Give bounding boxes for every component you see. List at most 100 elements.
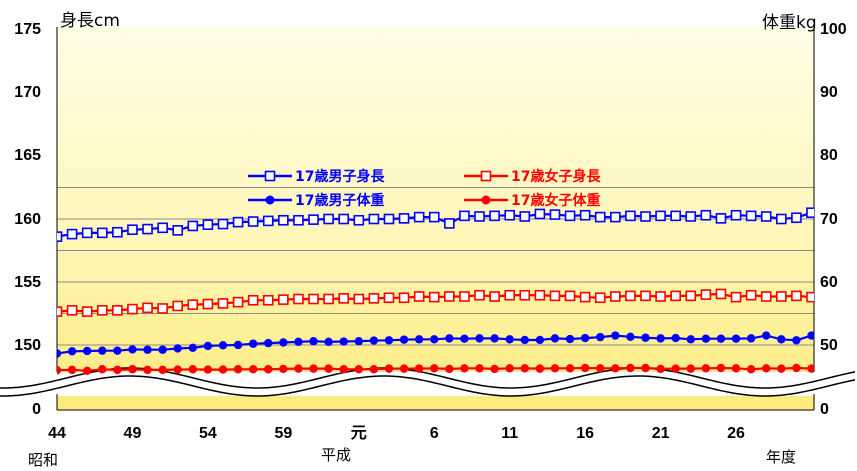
data-point [806, 291, 814, 303]
data-point [66, 228, 78, 240]
legend-marker [264, 170, 276, 182]
data-point [338, 213, 350, 225]
data-point [142, 223, 153, 235]
data-point [294, 364, 303, 373]
left-axis-tick-label: 165 [14, 147, 41, 164]
left-axis-tick-label: 150 [14, 337, 41, 354]
data-point [262, 294, 274, 306]
data-point [520, 364, 529, 373]
data-point [217, 298, 229, 309]
data-point [807, 331, 814, 340]
left-axis-tick-label: 155 [14, 274, 41, 291]
data-point [656, 364, 665, 374]
data-point [655, 291, 666, 302]
data-point [671, 333, 680, 343]
data-point [776, 291, 787, 302]
data-point [596, 332, 605, 342]
data-point [339, 337, 348, 346]
data-point [128, 345, 137, 354]
legend-marker [265, 195, 275, 205]
data-point [700, 289, 712, 300]
data-point [565, 364, 575, 373]
data-point [383, 292, 395, 304]
data-point [128, 365, 137, 374]
data-point [143, 345, 152, 354]
data-point [98, 365, 107, 374]
data-point [158, 365, 167, 375]
data-point [354, 365, 363, 374]
data-point [700, 209, 712, 221]
data-point [594, 211, 606, 223]
data-point [445, 364, 454, 374]
data-point [670, 210, 681, 222]
data-point [66, 305, 78, 316]
left-axis-tick-label: 160 [14, 211, 41, 228]
fiscal-year-label: 年度 [766, 448, 797, 466]
data-point [580, 363, 590, 373]
data-point [202, 298, 214, 310]
data-point [143, 365, 152, 375]
data-point [353, 214, 365, 226]
data-point [384, 336, 394, 345]
data-point [247, 216, 259, 227]
data-point [760, 291, 772, 302]
right-axis-tick-label: 60 [820, 274, 838, 291]
data-point [444, 291, 455, 302]
data-point [610, 211, 621, 223]
data-point [248, 339, 258, 348]
data-point [339, 365, 348, 374]
data-point [173, 365, 182, 374]
data-point [57, 366, 62, 375]
data-point [474, 211, 485, 222]
data-point [535, 364, 545, 373]
data-point [142, 302, 153, 314]
break-wave-upper [0, 367, 856, 389]
data-point [655, 210, 666, 222]
data-point [368, 293, 380, 304]
data-point [610, 291, 621, 302]
legend-marker [481, 195, 491, 205]
data-point [641, 333, 650, 342]
data-point [671, 364, 680, 373]
data-point [596, 364, 605, 373]
data-point [172, 225, 184, 236]
data-point [248, 365, 258, 374]
data-point [264, 365, 273, 374]
data-point [730, 209, 742, 221]
data-point [549, 209, 561, 220]
data-point [731, 364, 741, 373]
data-point [611, 331, 620, 340]
era-label-heisei: 平成 [321, 446, 352, 464]
legend-entry: 17歳女子体重 [464, 192, 600, 209]
left-axis-unit-label: 身長cm [60, 11, 120, 31]
legend-entry: 17歳男子身長 [248, 168, 385, 185]
data-point [399, 364, 409, 373]
data-point [490, 334, 499, 343]
data-point [82, 346, 92, 356]
x-axis-tick-label: 54 [199, 425, 217, 442]
data-point [233, 340, 243, 350]
right-axis-tick-label: 80 [820, 147, 838, 164]
x-axis-tick-label: 21 [652, 425, 670, 442]
data-point [202, 219, 214, 230]
data-point [685, 290, 697, 302]
data-point [232, 296, 244, 308]
data-point [626, 332, 635, 342]
data-point [264, 338, 273, 348]
data-point [549, 290, 561, 302]
legend: 17歳男子身長 17歳女子身長 17歳男子体重 17歳女子体重 [248, 168, 601, 209]
data-point [278, 214, 289, 226]
data-point [369, 336, 379, 345]
data-point [173, 344, 182, 353]
data-point [353, 293, 365, 305]
data-point [685, 211, 697, 222]
data-point [594, 292, 606, 304]
data-point [309, 337, 318, 346]
data-point [792, 363, 801, 373]
data-point [430, 364, 439, 373]
data-point [279, 338, 288, 347]
data-point [745, 289, 757, 301]
x-axis-tick-label: 49 [124, 425, 142, 442]
data-point [293, 293, 304, 305]
data-point [807, 364, 814, 373]
